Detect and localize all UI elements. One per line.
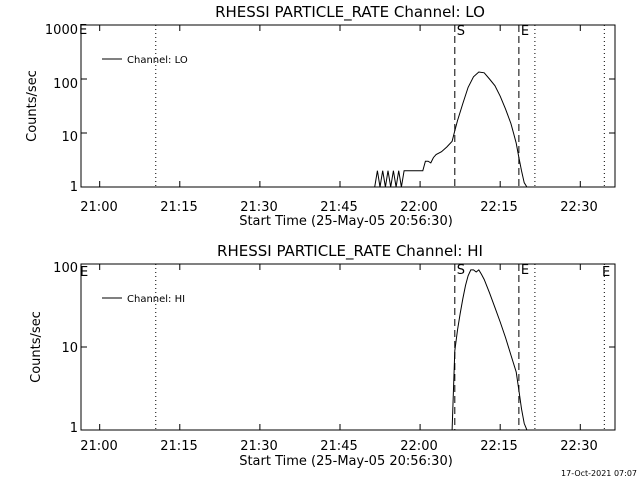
chart-lo-series (374, 71, 530, 188)
chart-hi-legend: Channel: HI (102, 294, 185, 305)
chart-lo-legend: Channel: LO (102, 55, 188, 66)
marker-label-s: S (457, 24, 465, 39)
x-tick-label: 21:00 (80, 439, 117, 454)
chart-lo-x-axis: 21:00 21:15 21:30 21:45 22:00 22:15 22:3… (80, 200, 597, 229)
x-tick-label: 22:15 (480, 439, 517, 454)
x-tick-label: 22:15 (480, 200, 517, 215)
edge-label: E (79, 23, 87, 38)
chart-lo-y-axis-label: Counts/sec (25, 70, 40, 142)
marker-label-e: E (521, 24, 529, 39)
x-tick-label: 22:00 (400, 200, 437, 215)
chart-hi-y-axis-label: Counts/sec (29, 311, 44, 383)
series-line (449, 269, 530, 431)
y-tick-label: 100 (53, 261, 78, 276)
chart-lo-title: RHESSI PARTICLE_RATE Channel: LO (215, 3, 485, 22)
edge-label: E (602, 265, 610, 280)
x-tick-label: 22:00 (400, 439, 437, 454)
chart-hi: RHESSI PARTICLE_RATE Channel: HI 1 10 10… (29, 242, 616, 469)
chart-hi-title: RHESSI PARTICLE_RATE Channel: HI (217, 242, 483, 261)
x-tick-label: 21:00 (80, 200, 117, 215)
y-tick-label: 10 (61, 341, 78, 356)
x-tick-label: 21:45 (320, 439, 357, 454)
y-tick-label: 10 (61, 130, 78, 145)
legend-entry-label: Channel: LO (127, 55, 188, 66)
chart-lo-x-axis-label: Start Time (25-May-05 20:56:30) (239, 214, 453, 229)
x-tick-label: 22:30 (560, 439, 597, 454)
generation-timestamp: 17-Oct-2021 07:07 (561, 469, 637, 478)
x-tick-label: 21:15 (160, 200, 197, 215)
y-tick-label: 100 (53, 77, 78, 92)
x-tick-label: 21:15 (160, 439, 197, 454)
chart-hi-y-axis: 1 10 100 Counts/sec (29, 261, 78, 436)
chart-lo-plot-frame (80, 24, 616, 188)
chart-lo: RHESSI PARTICLE_RATE Channel: LO 1 10 10… (25, 3, 616, 229)
marker-label-s: S (457, 263, 465, 278)
marker-label-e: E (521, 263, 529, 278)
chart-hi-x-axis-label: Start Time (25-May-05 20:56:30) (239, 454, 453, 469)
chart-hi-x-axis: 21:00 21:15 21:30 21:45 22:00 22:15 22:3… (80, 439, 597, 469)
x-tick-label: 21:45 (320, 200, 357, 215)
x-tick-label: 22:30 (560, 200, 597, 215)
edge-label: E (80, 265, 88, 280)
y-tick-label: 1 (70, 421, 78, 436)
y-tick-label: 1 (70, 180, 78, 195)
y-tick-label: 1000 (45, 23, 78, 38)
legend-entry-label: Channel: HI (127, 294, 185, 305)
series-line (374, 71, 530, 188)
x-tick-label: 21:30 (240, 439, 277, 454)
x-tick-label: 21:30 (240, 200, 277, 215)
chart-lo-y-axis: 1 10 100 1000 Counts/sec (25, 23, 78, 195)
chart-hi-series (449, 269, 530, 431)
